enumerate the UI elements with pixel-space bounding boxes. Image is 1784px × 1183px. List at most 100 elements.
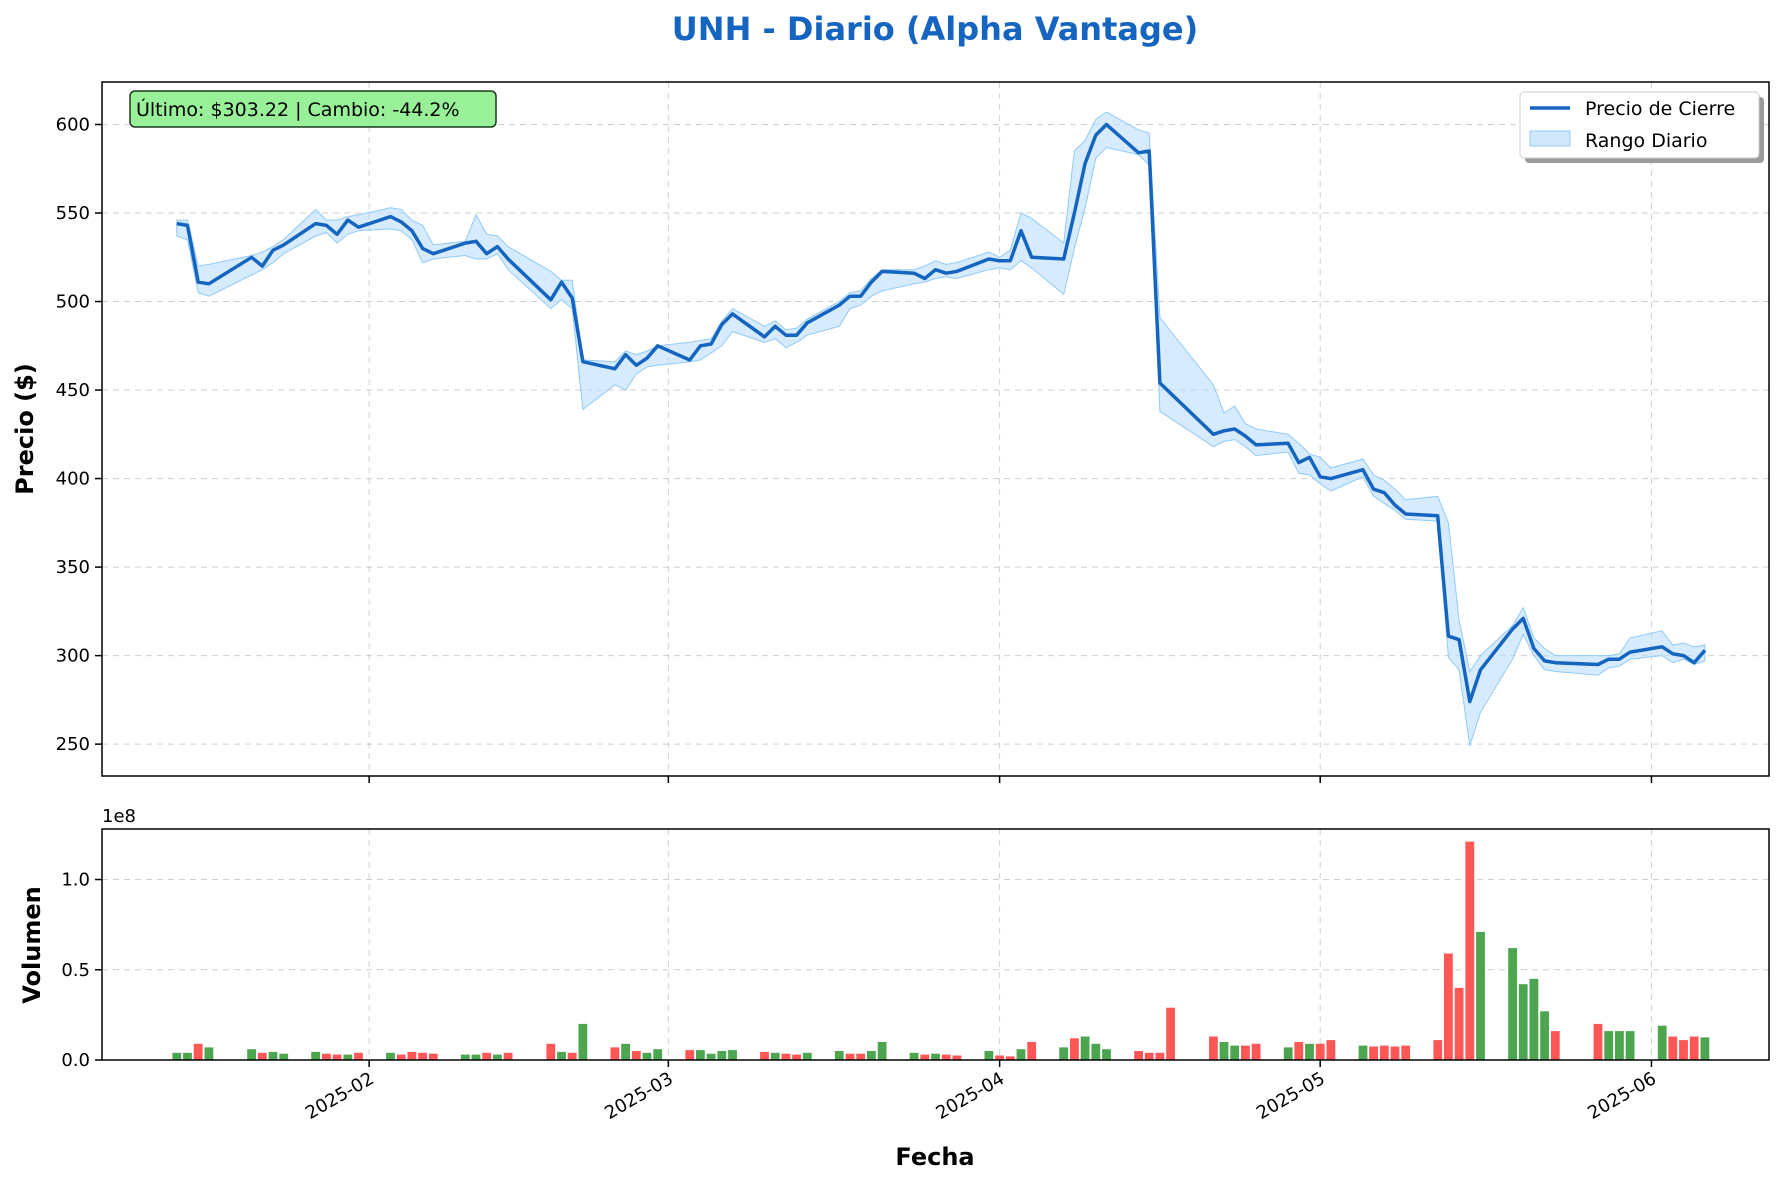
volume-bar: [503, 1052, 513, 1060]
volume-bar: [653, 1049, 663, 1060]
volume-bar: [1454, 987, 1464, 1060]
volume-bar: [685, 1050, 695, 1060]
volume-bar: [1134, 1051, 1143, 1060]
volume-bar: [1315, 1043, 1325, 1060]
volume-bar: [407, 1051, 417, 1060]
volume-bar: [1465, 841, 1475, 1060]
volume-bar: [706, 1053, 716, 1060]
volume-bar: [770, 1052, 780, 1060]
info-box: Último: $303.22 | Cambio: -44.2%: [129, 90, 497, 128]
price-panel: 250 300 350 400 450 500 550 600 Precio ($) Últi…: [11, 81, 1770, 783]
volume-bar: [1027, 1042, 1037, 1060]
volume-bar: [1305, 1043, 1314, 1060]
price-ytick-label: 400: [56, 469, 90, 490]
volume-bar: [1326, 1040, 1336, 1060]
volume-bar: [247, 1049, 256, 1060]
volume-bar: [1369, 1046, 1378, 1060]
volume-bar: [792, 1054, 801, 1060]
volume-bar: [1358, 1045, 1368, 1060]
volume-bar: [354, 1052, 363, 1060]
volume-ytick-label: 1.0: [61, 870, 90, 891]
volume-bar: [1091, 1043, 1101, 1060]
price-plot-frame: [101, 81, 1770, 777]
close-line: [176, 122, 1707, 704]
volume-bar: [343, 1054, 353, 1060]
volume-bar: [1241, 1045, 1250, 1060]
volume-bar: [1476, 931, 1485, 1060]
price-plot-area: [102, 82, 1769, 776]
legend-label-close: Precio de Cierre: [1585, 98, 1735, 120]
volume-bar: [1700, 1037, 1710, 1060]
price-ytick-label: 500: [56, 292, 90, 313]
volume-bar: [1251, 1043, 1261, 1060]
volume-bar: [396, 1054, 406, 1060]
volume-bar: [984, 1051, 994, 1060]
price-yticks: 250 300 350 400 450 500 550 600: [56, 114, 102, 755]
volume-scale-label: 1e8: [102, 806, 136, 827]
volume-bar: [1390, 1046, 1400, 1060]
volume-bar: [1016, 1049, 1026, 1060]
volume-bar: [995, 1055, 1004, 1060]
legend-box: [1519, 91, 1760, 159]
chart-title: UNH - Diario (Alpha Vantage): [672, 10, 1198, 48]
volume-bar: [1401, 1045, 1411, 1060]
price-ytick-label: 250: [56, 734, 90, 755]
volume-bar: [1625, 1031, 1635, 1060]
volume-bar: [567, 1052, 577, 1060]
volume-bar: [1668, 1036, 1678, 1060]
volume-bar: [1230, 1045, 1240, 1060]
volume-bar: [1615, 1031, 1624, 1060]
volume-bar: [1679, 1040, 1688, 1060]
volume-bar: [920, 1054, 930, 1060]
price-xticks: [368, 776, 1653, 783]
info-box-background: [129, 90, 497, 128]
volume-bar: [183, 1052, 192, 1060]
volume-bar: [1518, 984, 1528, 1060]
volume-bar: [1657, 1025, 1667, 1060]
volume-bar: [1540, 1011, 1549, 1060]
volume-bar: [909, 1052, 919, 1060]
legend-label-range: Rango Diario: [1585, 130, 1707, 152]
volume-bar: [546, 1043, 556, 1060]
volume-bar: [1102, 1049, 1111, 1060]
volume-bar: [1529, 978, 1539, 1060]
volume-bar: [941, 1054, 951, 1060]
volume-bar: [1144, 1052, 1154, 1060]
volume-bar: [610, 1047, 620, 1060]
volume-bar: [802, 1052, 812, 1060]
price-ytick-label: 300: [56, 646, 90, 667]
legend: Precio de Cierre Rango Diario: [1519, 91, 1764, 163]
volume-bar: [760, 1051, 769, 1060]
volume-bar: [845, 1053, 855, 1060]
volume-bar: [1379, 1045, 1389, 1060]
volume-bar: [1155, 1052, 1165, 1060]
volume-bar: [931, 1053, 940, 1060]
volume-bar: [460, 1054, 470, 1060]
volume-bar: [332, 1054, 342, 1060]
price-ytick-label: 450: [56, 380, 90, 401]
volume-bar: [1604, 1031, 1614, 1060]
volume-bar: [834, 1051, 844, 1060]
volume-bar: [311, 1051, 321, 1060]
volume-bar: [1593, 1023, 1603, 1060]
price-ytick-label: 600: [56, 114, 90, 135]
info-box-text: Último: $303.22 | Cambio: -44.2%: [136, 97, 460, 121]
volume-bar: [204, 1047, 214, 1060]
price-ylabel: Precio ($): [11, 363, 39, 495]
volume-bar: [322, 1053, 331, 1060]
volume-ytick-label: 0.0: [61, 1050, 90, 1071]
volume-bar: [1689, 1036, 1699, 1060]
volume-bar: [717, 1051, 727, 1060]
volume-bar: [1508, 948, 1517, 1060]
volume-bar: [781, 1053, 791, 1060]
volume-plot-frame: [101, 828, 1770, 1061]
volume-bar: [1080, 1036, 1090, 1060]
volume-bar: [696, 1050, 705, 1060]
volume-bar: [877, 1042, 887, 1060]
legend-area-swatch: [1529, 130, 1571, 147]
volume-ylabel: Volumen: [18, 886, 46, 1003]
volume-bar: [1444, 953, 1453, 1060]
volume-bar: [193, 1043, 203, 1060]
